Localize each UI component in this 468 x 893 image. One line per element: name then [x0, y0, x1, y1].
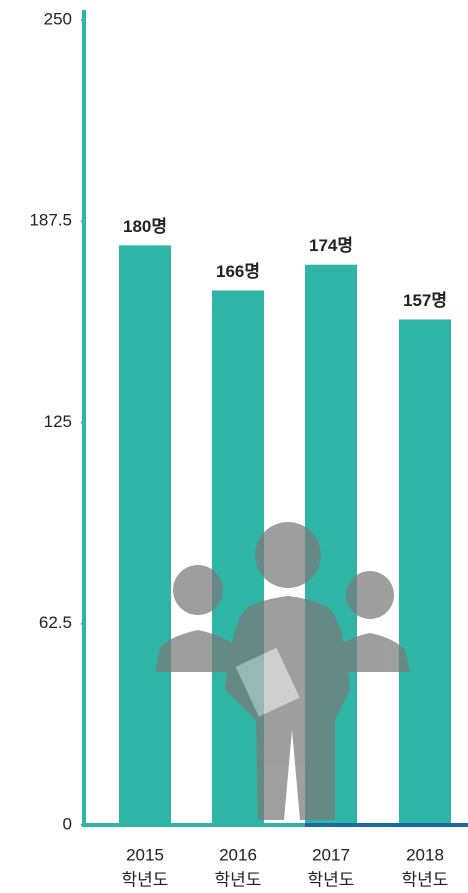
x-tick-label: 2016 [219, 845, 257, 864]
value-label: 157명 [403, 291, 447, 310]
x-tick-label: 학년도 [308, 870, 355, 889]
x-tick-label: 학년도 [122, 870, 169, 889]
value-label: 166명 [216, 262, 260, 281]
y-tick-label: 187.5 [29, 211, 72, 230]
bar [399, 319, 451, 825]
people-illustration [155, 522, 410, 820]
bar [119, 245, 171, 825]
x-tick-label: 2018 [406, 845, 444, 864]
chart: 0 62.5 125 187.5 250 180명 2015 학년도 166명 2016 학년도 17… [0, 0, 468, 893]
x-tick-label: 2017 [312, 845, 350, 864]
x-tick-label: 2015 [126, 845, 164, 864]
x-tick-label: 학년도 [215, 870, 262, 889]
value-label: 180명 [123, 217, 167, 236]
y-tick-label: 250 [44, 9, 72, 28]
y-tick-label: 125 [44, 412, 72, 431]
y-tick-label: 0 [63, 814, 72, 833]
y-tick-label: 62.5 [39, 613, 72, 632]
x-tick-label: 학년도 [402, 870, 449, 889]
value-label: 174명 [309, 236, 353, 255]
